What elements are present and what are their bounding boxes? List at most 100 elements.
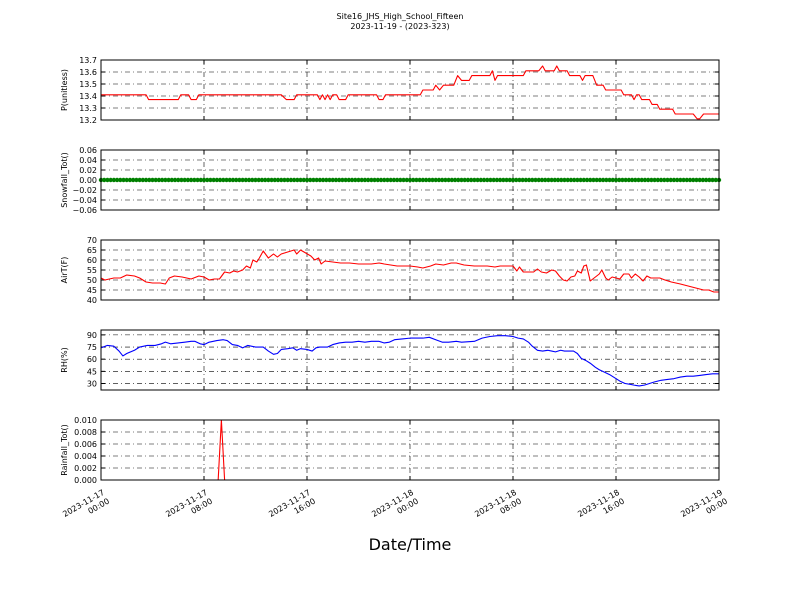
data-point [147, 177, 152, 183]
data-point [343, 177, 348, 183]
data-point [665, 177, 670, 183]
y-tick-label: 75 [87, 343, 97, 352]
data-point [623, 177, 628, 183]
data-point [475, 177, 480, 183]
y-tick-label: 70 [87, 236, 97, 245]
data-point [423, 177, 429, 183]
y-tick-label: 45 [87, 286, 97, 295]
data-point [703, 177, 709, 183]
data-point [282, 177, 287, 183]
y-axis-label: P(unitless) [60, 69, 69, 111]
y-axis-label: AirT(F) [60, 257, 69, 284]
data-point [327, 177, 332, 183]
data-point [671, 177, 677, 183]
y-tick-label: 0.06 [79, 146, 97, 155]
y-tick-label: 0.006 [74, 440, 97, 449]
data-point [520, 177, 525, 183]
data-point [433, 177, 438, 183]
y-tick-label: 90 [87, 331, 97, 340]
y-tick-label: −0.06 [72, 206, 97, 215]
data-point [214, 177, 220, 183]
data-point [365, 177, 371, 183]
data-point [536, 177, 541, 183]
y-tick-label: 40 [87, 296, 97, 305]
data-point [262, 177, 268, 183]
series-line [101, 249, 719, 293]
data-point [591, 177, 596, 183]
data-point [304, 177, 310, 183]
data-point [121, 177, 126, 183]
plot-frame [100, 149, 720, 211]
data-point [324, 177, 329, 183]
data-point [478, 177, 484, 183]
data-point [617, 177, 622, 183]
data-point [227, 177, 232, 183]
data-point [291, 177, 297, 183]
y-tick-label: 50 [87, 276, 97, 285]
data-point [298, 177, 303, 183]
data-point [188, 177, 194, 183]
y-axis-label: RH(%) [60, 347, 69, 372]
data-point [645, 177, 651, 183]
data-point [275, 177, 281, 183]
data-point [124, 177, 129, 183]
data-point [610, 177, 615, 183]
figure-subtitle: 2023-11-19 - (2023-323) [350, 22, 449, 31]
data-point [172, 177, 178, 183]
data-point [285, 177, 290, 183]
data-point [378, 177, 384, 183]
data-point [314, 177, 319, 183]
y-tick-label: 45 [87, 367, 97, 376]
data-point [308, 177, 313, 183]
subplot-1: 13.2 13.3 13.4 13.5 13.6 13.7 P(unitless) [60, 56, 720, 125]
y-tick-label: 60 [87, 355, 97, 364]
data-point [626, 177, 632, 183]
data-point [523, 177, 529, 183]
data-point [552, 177, 558, 183]
data-point [166, 177, 171, 183]
data-point [501, 177, 506, 183]
data-point [243, 177, 249, 183]
y-tick-label: 0.008 [74, 428, 97, 437]
data-point [655, 177, 661, 183]
data-point [507, 177, 512, 183]
data-point [208, 177, 213, 183]
data-point [388, 177, 393, 183]
data-point [211, 177, 216, 183]
data-point [649, 177, 654, 183]
data-point [127, 177, 133, 183]
data-point [588, 177, 593, 183]
data-point [372, 177, 377, 183]
data-point [488, 177, 493, 183]
data-point [420, 177, 426, 183]
data-point [111, 177, 117, 183]
data-point [130, 177, 136, 183]
data-point [530, 177, 535, 183]
series-line [101, 335, 719, 387]
data-point [559, 177, 564, 183]
subplot-2: −0.06−0.04−0.020.000.020.040.06 Snowfall_… [60, 146, 722, 215]
data-point [137, 177, 142, 183]
subplot-panels: 13.2 13.3 13.4 13.5 13.6 13.7 P(unitless) −0.06… [60, 56, 722, 485]
data-point [652, 177, 657, 183]
data-point [192, 177, 197, 183]
data-point [452, 177, 458, 183]
data-point [604, 177, 609, 183]
data-point [549, 177, 554, 183]
data-point [394, 177, 400, 183]
data-point [687, 177, 693, 183]
subplot-5: 0.000 0.002 0.004 0.006 0.008 0.010 Rainfall_T… [60, 416, 720, 485]
data-point [555, 177, 561, 183]
data-point [182, 177, 187, 183]
data-point [359, 177, 364, 183]
data-point [472, 177, 477, 183]
data-point [340, 177, 345, 183]
data-point [443, 177, 448, 183]
